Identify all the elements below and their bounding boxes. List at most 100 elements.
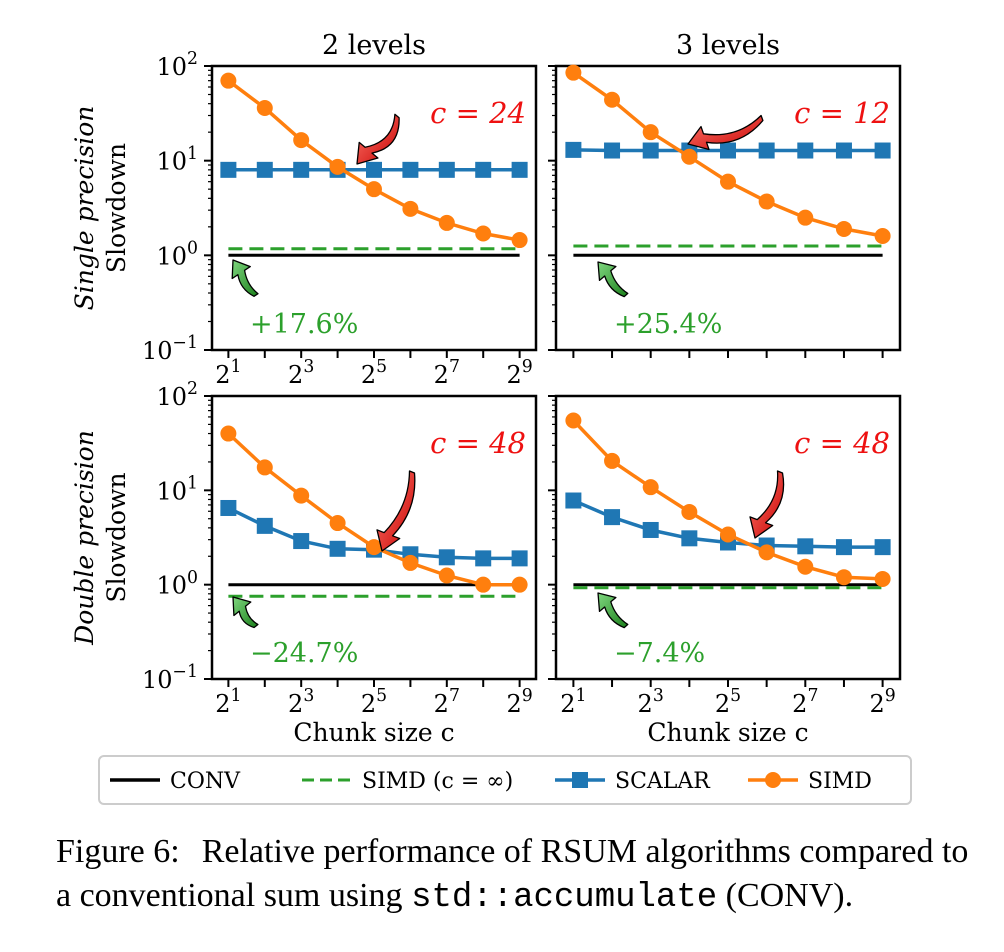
point-simd: [402, 554, 419, 571]
legend-marker: [765, 772, 781, 788]
chart-panel-4: 21 23 25 27 29 c = 48 −7.4% Chunk size c: [548, 394, 902, 747]
y-tick-label: 100: [156, 568, 198, 600]
x-tick-label: 27: [434, 686, 460, 718]
point-scalar: [874, 539, 891, 556]
crossover-arrow-icon: [356, 113, 400, 165]
y-tick-label: 101: [156, 474, 198, 506]
chart-panel-2: c = 12 +25.4% 3 levels: [548, 30, 902, 358]
legend-entry-simd-inf: SIMD (c = ∞): [302, 769, 513, 794]
crossover-arrow-icon: [376, 470, 416, 552]
x-tick-label: 23: [288, 357, 314, 389]
point-scalar: [220, 499, 237, 516]
point-simd: [642, 124, 659, 141]
point-simd: [874, 228, 891, 245]
legend-label: SIMD (c = ∞): [362, 769, 513, 794]
point-scalar: [511, 161, 528, 178]
y-tick-label: 10−1: [142, 333, 198, 365]
point-simd: [720, 173, 736, 190]
crossover-arrow-icon: [749, 470, 785, 539]
point-scalar: [220, 161, 237, 178]
point-scalar: [642, 142, 659, 159]
y-axis-label: Slowdown: [102, 472, 131, 602]
point-scalar: [604, 509, 621, 526]
legend-marker: [572, 772, 588, 788]
point-simd: [511, 576, 528, 593]
point-simd: [438, 567, 455, 584]
point-simd: [758, 544, 775, 561]
legend-box: [98, 755, 912, 805]
point-simd: [604, 452, 621, 469]
legend: CONV SIMD (c = ∞) SCALAR SIMD: [98, 755, 912, 805]
point-scalar: [604, 142, 621, 159]
point-simd: [642, 479, 659, 496]
difference-annotation: +25.4%: [614, 309, 722, 340]
point-simd: [565, 412, 582, 429]
y-tick-label: 101: [156, 144, 198, 176]
point-scalar: [565, 492, 582, 509]
point-scalar: [835, 142, 852, 159]
difference-annotation: −24.7%: [250, 638, 358, 669]
point-simd: [220, 72, 237, 89]
point-scalar: [758, 142, 775, 159]
point-scalar: [475, 550, 492, 567]
x-tick-label: 21: [560, 686, 586, 718]
y-axis-label: Slowdown: [102, 143, 131, 273]
x-axis-label: Chunk size c: [647, 718, 808, 747]
point-simd: [604, 91, 621, 108]
point-scalar: [256, 517, 273, 534]
point-simd: [511, 232, 528, 249]
point-simd: [835, 569, 852, 586]
legend-label: CONV: [170, 769, 241, 794]
caption-code: std::accumulate: [411, 879, 718, 917]
point-scalar: [293, 161, 310, 178]
chart-panel-3: 10−1 100 101 102 21 23 25 27 29 c = 48 −24.7% Slowd…: [70, 379, 538, 747]
caption-label: Figure 6:: [56, 833, 180, 870]
point-scalar: [565, 141, 582, 158]
x-tick-label: 23: [288, 686, 314, 718]
x-tick-label: 25: [361, 686, 387, 718]
x-axis-label: Chunk size c: [293, 718, 454, 747]
crossover-annotation: c = 24: [430, 96, 526, 130]
difference-arrow-icon: [597, 592, 629, 629]
point-simd: [366, 539, 382, 556]
row-label: Single precision: [70, 106, 99, 311]
point-simd: [720, 526, 736, 543]
point-scalar: [681, 530, 698, 547]
point-scalar: [797, 142, 814, 159]
point-scalar: [642, 521, 659, 538]
point-scalar: [475, 161, 492, 178]
row-label: Double precision: [70, 430, 99, 646]
crossover-annotation: c = 12: [794, 96, 890, 130]
x-tick-label: 21: [215, 357, 241, 389]
x-tick-label: 27: [434, 357, 460, 389]
column-title: 2 levels: [322, 30, 426, 61]
point-scalar: [874, 142, 891, 159]
difference-annotation: +17.6%: [250, 309, 358, 340]
difference-annotation: −7.4%: [614, 638, 705, 669]
legend-entry-conv: CONV: [110, 769, 241, 794]
point-scalar: [438, 549, 455, 566]
crossover-annotation: c = 48: [794, 426, 890, 460]
point-simd: [797, 558, 814, 575]
point-scalar: [366, 161, 382, 178]
x-tick-label: 29: [506, 686, 532, 718]
point-simd: [256, 100, 273, 117]
y-tick-label: 10−1: [142, 662, 198, 694]
crossover-annotation: c = 48: [430, 426, 526, 460]
x-tick-label: 29: [506, 357, 532, 389]
point-simd: [366, 181, 382, 198]
point-simd: [293, 132, 310, 149]
x-tick-label: 23: [638, 686, 664, 718]
x-tick-label: 29: [869, 686, 895, 718]
legend-entry-simd: SIMD: [748, 769, 872, 794]
y-tick-label: 100: [156, 239, 198, 271]
difference-arrow-icon: [231, 259, 259, 297]
point-simd: [438, 214, 455, 231]
point-simd: [329, 515, 346, 532]
figure-caption: Figure 6: Relative performance of RSUM al…: [56, 830, 976, 920]
caption-text: Relative performance of RSUM algorithms …: [56, 833, 969, 914]
point-scalar: [402, 161, 419, 178]
legend-entry-scalar: SCALAR: [555, 769, 711, 794]
point-scalar: [438, 161, 455, 178]
chart-panel-1: 10−1 100 101 102 21 23 25 27 29 c = 24 +17.6% 2 lev…: [70, 30, 538, 389]
